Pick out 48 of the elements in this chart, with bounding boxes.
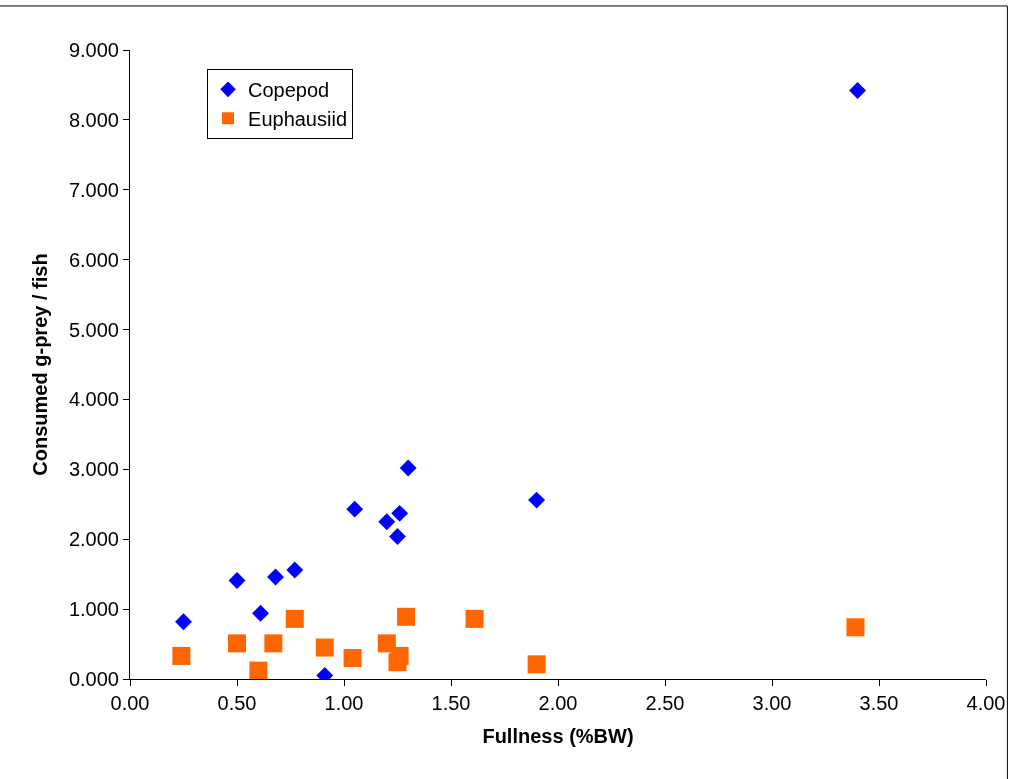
- point: [315, 638, 334, 657]
- x-tick-label: 0.50: [217, 692, 257, 714]
- y-axis-title: Consumed g-prey / fish: [29, 253, 52, 476]
- x-tick-label: 2.50: [645, 692, 685, 714]
- point: [172, 646, 191, 665]
- x-axis-title: Fullness (%BW): [482, 724, 634, 747]
- x-tick-label: 3.50: [859, 692, 899, 714]
- y-tick-label: 9.000: [68, 39, 119, 61]
- y-tick-label: 8.000: [68, 108, 119, 131]
- y-tick-label: 0.000: [68, 668, 119, 690]
- x-tick-label: 1.50: [431, 692, 471, 714]
- point: [391, 504, 409, 522]
- y-tick-label: 4.000: [68, 388, 119, 411]
- point: [346, 500, 364, 518]
- point: [527, 655, 546, 674]
- point: [528, 491, 546, 509]
- point: [286, 561, 304, 579]
- point: [399, 459, 417, 477]
- point: [389, 527, 406, 545]
- y-tick-label: 5.000: [68, 318, 119, 341]
- point: [249, 661, 268, 679]
- x-tick-label: 2.00: [538, 692, 578, 714]
- x-tick-label: 3.00: [752, 692, 792, 714]
- point: [252, 604, 269, 622]
- point: [378, 513, 396, 531]
- point: [175, 613, 192, 631]
- point: [343, 649, 362, 668]
- point: [228, 634, 246, 653]
- point: [264, 634, 283, 653]
- legend-label: Copepod: [248, 79, 330, 102]
- y-tick-label: 3.000: [68, 458, 119, 481]
- y-tick-label: 1.000: [68, 598, 119, 621]
- x-tick-label: 1.00: [324, 692, 364, 714]
- point: [846, 618, 865, 637]
- legend-label: Euphausiid: [248, 108, 348, 131]
- y-tick-label: 2.000: [68, 528, 119, 551]
- point: [285, 609, 304, 628]
- point: [465, 609, 484, 628]
- x-tick-label: 4.00: [966, 692, 1006, 714]
- point: [849, 82, 867, 99]
- point: [267, 568, 284, 586]
- point: [228, 572, 246, 589]
- point: [397, 607, 416, 626]
- x-tick-label: 0.00: [110, 692, 150, 714]
- y-tick-label: 6.000: [68, 248, 119, 271]
- point: [388, 653, 407, 672]
- point: [377, 634, 396, 653]
- y-tick-label: 7.000: [68, 178, 119, 201]
